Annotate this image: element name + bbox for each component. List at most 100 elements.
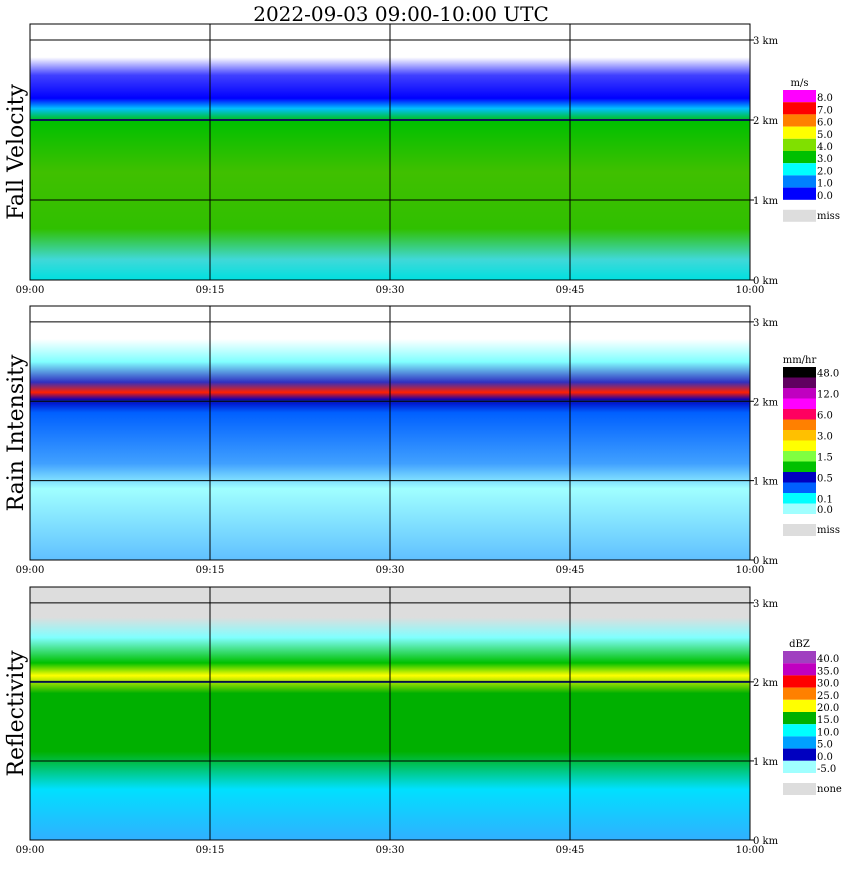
legend-swatch xyxy=(783,175,816,188)
x-tick-label: 10:00 xyxy=(736,845,765,856)
legend-swatch xyxy=(783,472,816,483)
legend-swatch xyxy=(783,687,816,700)
legend-swatch xyxy=(783,724,816,737)
x-tick-label: 09:45 xyxy=(556,285,585,296)
x-tick-label: 09:00 xyxy=(16,565,45,576)
legend-label: 1.0 xyxy=(817,179,833,190)
y-tick-label: 1 km xyxy=(753,757,779,768)
legend-swatch xyxy=(783,102,816,115)
legend-label: 3.0 xyxy=(817,432,833,443)
legend-label: 12.0 xyxy=(817,390,839,401)
legend-label: -5.0 xyxy=(817,764,836,775)
legend-swatch xyxy=(783,440,816,451)
legend-label: 6.0 xyxy=(817,411,833,422)
x-tick-label: 09:45 xyxy=(556,565,585,576)
legend-swatch xyxy=(783,736,816,749)
y-tick-label: 2 km xyxy=(753,397,779,408)
x-tick-label: 09:15 xyxy=(196,285,225,296)
x-tick-label: 09:15 xyxy=(196,845,225,856)
y-tick-label: 3 km xyxy=(753,36,779,47)
legend-label: 25.0 xyxy=(817,691,839,702)
legend-unit: dBZ xyxy=(789,639,810,650)
legend-label: 7.0 xyxy=(817,105,833,116)
legend-label: 20.0 xyxy=(817,703,839,714)
legend-swatch xyxy=(783,699,816,712)
legend-miss-swatch xyxy=(783,783,816,795)
legend-swatch xyxy=(783,90,816,103)
legend-swatch xyxy=(783,461,816,472)
legend-label: 2.0 xyxy=(817,166,833,177)
legend-miss-swatch xyxy=(783,209,816,222)
legend-label: 0.0 xyxy=(817,752,833,763)
legend-miss-label: none xyxy=(817,784,842,795)
legend-miss-swatch xyxy=(783,524,816,536)
legend-swatch xyxy=(783,503,816,514)
legend-swatch xyxy=(783,493,816,504)
y-axis-title: Fall Velocity xyxy=(4,84,29,220)
y-tick-label: 0 km xyxy=(753,836,779,847)
legend-swatch xyxy=(783,663,816,676)
legend-label: 3.0 xyxy=(817,154,833,165)
legend-label: 1.5 xyxy=(817,453,833,464)
x-tick-label: 09:45 xyxy=(556,845,585,856)
legend-miss-label: miss xyxy=(817,525,840,536)
legend-swatch xyxy=(783,398,816,409)
legend-unit: mm/hr xyxy=(783,355,817,366)
legend-label: 48.0 xyxy=(817,369,839,380)
legend-swatch xyxy=(783,675,816,688)
x-tick-label: 10:00 xyxy=(736,285,765,296)
y-tick-label: 3 km xyxy=(753,318,779,329)
legend-swatch xyxy=(783,151,816,164)
legend-label: 0.5 xyxy=(817,474,833,485)
legend-label: 15.0 xyxy=(817,715,839,726)
legend-swatch xyxy=(783,409,816,420)
legend-label: 6.0 xyxy=(817,118,833,129)
legend-label: 0.0 xyxy=(817,191,833,202)
legend-swatch xyxy=(783,114,816,127)
y-tick-label: 1 km xyxy=(753,477,779,488)
legend-swatch xyxy=(783,367,816,378)
y-axis-title: Rain Intensity xyxy=(4,354,29,511)
legend-label: 4.0 xyxy=(817,142,833,153)
x-tick-label: 09:00 xyxy=(16,285,45,296)
legend-swatch xyxy=(783,388,816,399)
legend-swatch xyxy=(783,712,816,725)
y-tick-label: 0 km xyxy=(753,556,779,567)
legend-swatch xyxy=(783,138,816,151)
legend-unit: m/s xyxy=(791,78,809,89)
y-tick-label: 3 km xyxy=(753,599,779,610)
legend-swatch xyxy=(783,451,816,462)
y-tick-label: 0 km xyxy=(753,276,779,287)
legend-swatch xyxy=(783,419,816,430)
legend-label: 10.0 xyxy=(817,727,839,738)
legend-label: 0.0 xyxy=(817,505,833,516)
figure-title: 2022-09-03 09:00-10:00 UTC xyxy=(253,2,549,26)
y-axis-title: Reflectivity xyxy=(4,650,29,777)
x-tick-label: 09:30 xyxy=(376,565,405,576)
legend-label: 0.1 xyxy=(817,495,833,506)
legend-swatch xyxy=(783,126,816,139)
legend-swatch xyxy=(783,482,816,493)
legend-label: 40.0 xyxy=(817,654,839,665)
legend-label: 5.0 xyxy=(817,130,833,141)
legend-label: 5.0 xyxy=(817,740,833,751)
x-tick-label: 09:00 xyxy=(16,845,45,856)
legend-swatch xyxy=(783,748,816,761)
legend-label: 30.0 xyxy=(817,679,839,690)
x-tick-label: 10:00 xyxy=(736,565,765,576)
legend-label: 35.0 xyxy=(817,666,839,677)
legend-swatch xyxy=(783,651,816,664)
x-tick-label: 09:15 xyxy=(196,565,225,576)
legend-swatch xyxy=(783,163,816,176)
y-tick-label: 1 km xyxy=(753,196,779,207)
legend-swatch xyxy=(783,430,816,441)
legend-miss-label: miss xyxy=(817,211,840,222)
legend-swatch xyxy=(783,760,816,773)
x-tick-label: 09:30 xyxy=(376,285,405,296)
y-tick-label: 2 km xyxy=(753,116,779,127)
legend-swatch xyxy=(783,187,816,200)
x-tick-label: 09:30 xyxy=(376,845,405,856)
y-tick-label: 2 km xyxy=(753,678,779,689)
